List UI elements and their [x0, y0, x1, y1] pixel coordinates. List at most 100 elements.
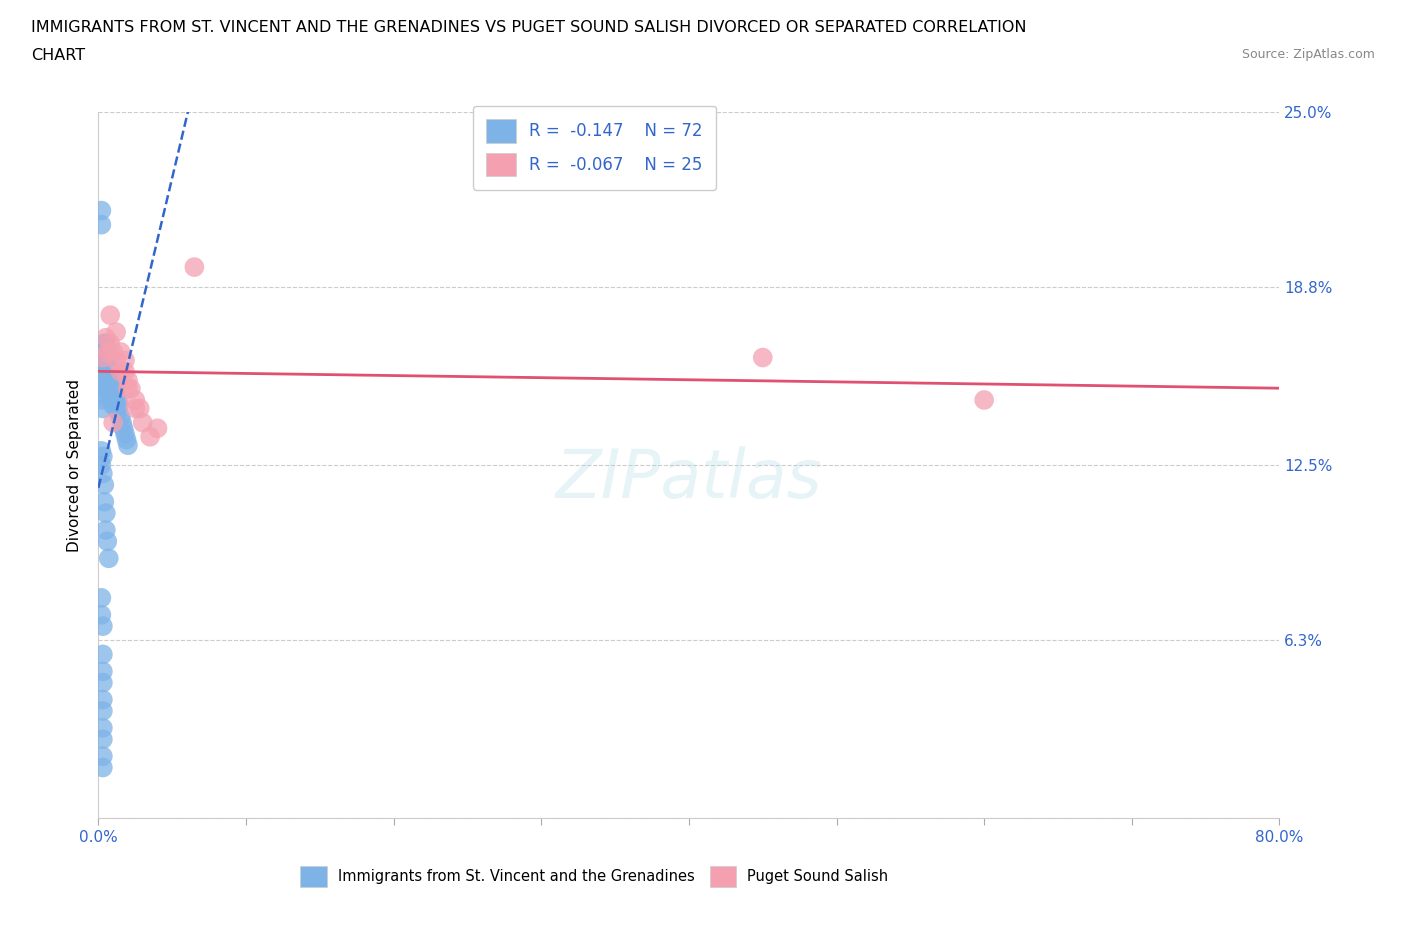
Point [91, 732, 114, 747]
Point [91, 359, 114, 374]
Point [117, 373, 139, 388]
Point [94, 353, 117, 368]
Point [114, 365, 136, 379]
Point [91, 449, 114, 464]
Point [117, 438, 139, 453]
Point [111, 415, 134, 430]
Point [105, 325, 128, 339]
Point [108, 398, 131, 413]
Point [104, 392, 127, 407]
Point [91, 647, 114, 662]
Point [91, 749, 114, 764]
Point [93, 336, 115, 351]
Point [139, 430, 162, 445]
Point [120, 381, 142, 396]
Point [110, 365, 132, 379]
Point [104, 381, 127, 396]
Point [128, 401, 150, 416]
Point [93, 373, 115, 388]
Point [98, 387, 121, 402]
Point [94, 365, 117, 379]
Point [93, 353, 115, 368]
Point [96, 365, 118, 379]
Point [94, 523, 117, 538]
Point [97, 359, 120, 374]
Point [103, 376, 125, 391]
Point [146, 420, 169, 435]
Point [91, 373, 114, 388]
Point [751, 350, 773, 365]
Point [96, 344, 118, 359]
Point [90, 591, 112, 605]
Text: IMMIGRANTS FROM ST. VINCENT AND THE GRENADINES VS PUGET SOUND SALISH DIVORCED OR: IMMIGRANTS FROM ST. VINCENT AND THE GREN… [31, 20, 1026, 35]
Point [91, 365, 114, 379]
Point [103, 387, 125, 402]
Point [96, 353, 118, 368]
Point [103, 415, 125, 430]
Point [97, 370, 120, 385]
Point [91, 721, 114, 736]
Point [103, 344, 125, 359]
Point [96, 381, 118, 396]
Point [91, 350, 114, 365]
Point [90, 218, 112, 232]
Point [100, 370, 122, 385]
Point [91, 353, 114, 368]
Point [93, 495, 115, 510]
Point [90, 203, 112, 218]
Point [91, 387, 114, 402]
Point [183, 259, 205, 274]
Point [114, 353, 136, 368]
Point [96, 534, 118, 549]
Legend: Immigrants from St. Vincent and the Grenadines, Puget Sound Salish: Immigrants from St. Vincent and the Gren… [294, 860, 894, 893]
Point [110, 409, 132, 424]
Point [115, 432, 138, 447]
Point [107, 392, 129, 407]
Point [91, 664, 114, 679]
Point [94, 344, 117, 359]
Point [90, 607, 112, 622]
Point [93, 365, 115, 379]
Point [124, 401, 146, 416]
Text: Source: ZipAtlas.com: Source: ZipAtlas.com [1241, 48, 1375, 61]
Point [90, 444, 112, 458]
Point [105, 353, 128, 368]
Point [93, 344, 115, 359]
Point [94, 330, 117, 345]
Point [91, 703, 114, 718]
Text: CHART: CHART [31, 48, 84, 63]
Point [91, 392, 114, 407]
Point [114, 427, 136, 442]
Point [91, 401, 114, 416]
Point [91, 692, 114, 707]
Point [97, 381, 120, 396]
Point [90, 458, 112, 472]
Point [110, 344, 132, 359]
Point [98, 336, 121, 351]
Point [94, 373, 117, 388]
Point [98, 308, 121, 323]
Point [132, 415, 155, 430]
Point [91, 344, 114, 359]
Point [107, 404, 129, 418]
Point [91, 618, 114, 633]
Y-axis label: Divorced or Separated: Divorced or Separated [67, 379, 83, 551]
Point [91, 466, 114, 481]
Point [94, 506, 117, 521]
Point [105, 398, 128, 413]
Point [98, 365, 121, 379]
Point [117, 381, 139, 396]
Point [96, 373, 118, 388]
Point [93, 477, 115, 492]
Point [103, 398, 125, 413]
Point [100, 392, 122, 407]
Point [973, 392, 995, 407]
Point [97, 551, 120, 565]
Point [94, 336, 117, 351]
Point [91, 760, 114, 775]
Point [91, 675, 114, 690]
Point [105, 387, 128, 402]
Point [98, 376, 121, 391]
Text: ZIPatlas: ZIPatlas [555, 446, 823, 512]
Point [124, 392, 146, 407]
